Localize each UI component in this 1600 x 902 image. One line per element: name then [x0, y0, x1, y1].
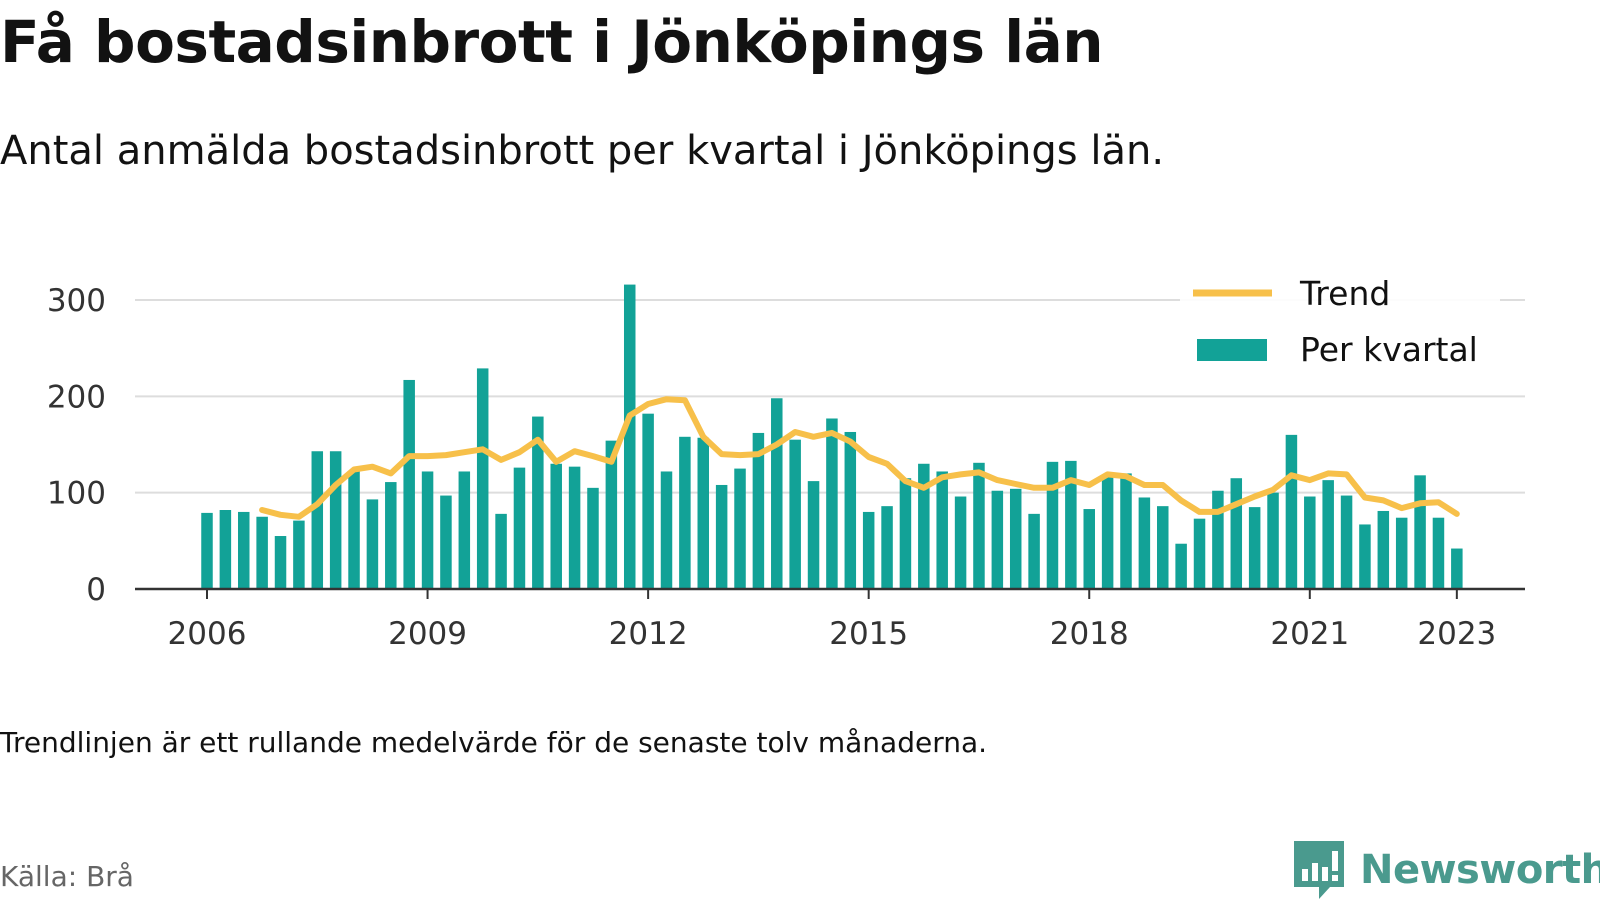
- bar: [1101, 475, 1114, 589]
- x-tick-label: 2009: [388, 616, 467, 652]
- bar: [329, 451, 342, 589]
- bar: [421, 471, 434, 589]
- bar: [1304, 496, 1316, 589]
- bar: [1175, 543, 1187, 589]
- bar: [899, 478, 912, 589]
- bar: [715, 484, 728, 589]
- bar: [623, 284, 636, 589]
- bar: [476, 368, 489, 589]
- bar: [568, 466, 581, 589]
- bar: [605, 440, 618, 589]
- bar: [807, 481, 820, 589]
- bar: [918, 463, 930, 589]
- bar: [752, 432, 765, 589]
- bar: [293, 520, 305, 589]
- line-series-trend: [259, 396, 1460, 520]
- bar: [1248, 507, 1261, 589]
- bar: [201, 512, 213, 589]
- bar: [1285, 434, 1298, 589]
- bar: [1340, 495, 1353, 589]
- bar: [862, 511, 875, 589]
- y-tick-label: 0: [86, 572, 106, 608]
- bar: [513, 467, 526, 589]
- bar: [274, 536, 287, 589]
- bar: [1267, 492, 1279, 589]
- y-tick-label: 300: [47, 283, 106, 319]
- bar: [734, 468, 746, 589]
- bar: [1322, 480, 1334, 589]
- x-tick-label: 2012: [609, 616, 688, 652]
- trend-line: [259, 396, 1460, 520]
- bar: [1395, 517, 1408, 589]
- bar: [348, 471, 360, 589]
- bar: [1120, 473, 1132, 589]
- bar: [1083, 509, 1095, 589]
- bar: [1065, 460, 1077, 589]
- bar: [587, 487, 599, 589]
- bar: [973, 462, 985, 589]
- bar: [1193, 518, 1206, 589]
- bar: [1377, 510, 1390, 589]
- x-tick-label: 2023: [1417, 616, 1496, 652]
- bar: [311, 451, 324, 589]
- bar: [440, 495, 452, 589]
- bar: [219, 510, 232, 589]
- bar: [403, 379, 415, 589]
- bar: [881, 506, 893, 589]
- x-tick-label: 2021: [1270, 616, 1349, 652]
- footnote: Trendlinjen är ett rullande medelvärde f…: [0, 726, 988, 759]
- x-tick-label: 2015: [829, 616, 908, 652]
- bar: [1414, 475, 1426, 589]
- bar: [238, 511, 250, 589]
- brand-logo: Newsworthy: [1290, 838, 1600, 902]
- legend-swatch-per-kvartal: [1197, 339, 1267, 361]
- bar: [1212, 490, 1224, 589]
- y-axis-ticks: 0 100 200 300: [47, 283, 106, 608]
- bar: [826, 418, 838, 589]
- bar: [550, 463, 562, 589]
- bar: [366, 499, 379, 589]
- bar: [495, 513, 507, 589]
- chart-subtitle: Antal anmälda bostadsinbrott per kvartal…: [0, 128, 1165, 174]
- legend: Trend Per kvartal: [1180, 268, 1500, 378]
- bar: [954, 496, 967, 589]
- source-label: Källa: Brå: [0, 860, 134, 893]
- bar: [458, 471, 471, 589]
- bar: [1451, 548, 1463, 589]
- bar: [1157, 506, 1169, 589]
- x-tick-label: 2006: [168, 616, 247, 652]
- y-tick-label: 200: [47, 379, 106, 415]
- bar: [660, 471, 673, 589]
- newsworthy-logo-icon: [1294, 841, 1344, 899]
- bar: [679, 436, 691, 589]
- x-tick-label: 2018: [1050, 616, 1129, 652]
- legend-label-per-kvartal: Per kvartal: [1300, 330, 1478, 369]
- bar: [1359, 524, 1371, 589]
- bar: [1028, 513, 1040, 589]
- bar: [385, 482, 397, 589]
- chart-title: Få bostadsinbrott i Jönköpings län: [0, 8, 1104, 76]
- bar-series-per-kvartal: [201, 284, 1463, 589]
- bar: [991, 490, 1004, 589]
- bar: [1432, 517, 1445, 589]
- bar: [1046, 461, 1059, 589]
- bar: [771, 398, 783, 589]
- bar: [256, 516, 268, 589]
- bar: [642, 413, 654, 589]
- bar: [789, 439, 801, 589]
- bar: [1138, 497, 1151, 589]
- brand-name: Newsworthy: [1360, 847, 1600, 893]
- bar: [532, 416, 544, 589]
- bar: [1230, 478, 1243, 589]
- bar: [936, 471, 948, 589]
- bar: [697, 437, 710, 589]
- bar: [844, 431, 857, 589]
- legend-label-trend: Trend: [1299, 274, 1390, 313]
- bar: [1009, 488, 1022, 589]
- x-axis: 2006 2009 2012 2015 2018 2021 2023: [135, 587, 1525, 652]
- y-tick-label: 100: [47, 476, 106, 512]
